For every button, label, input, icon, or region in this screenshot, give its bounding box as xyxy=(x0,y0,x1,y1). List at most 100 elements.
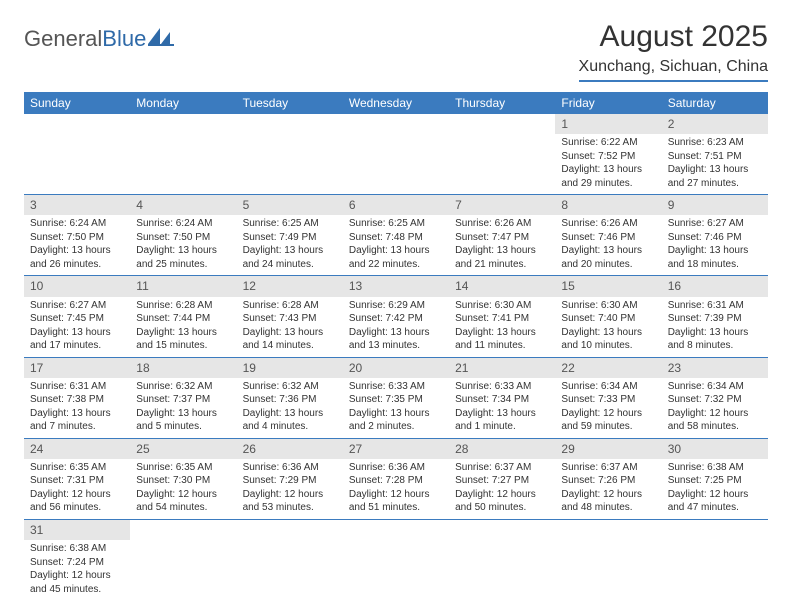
sunrise-line: Sunrise: 6:30 AM xyxy=(455,299,549,313)
day-details: Sunrise: 6:36 AMSunset: 7:28 PMDaylight:… xyxy=(343,459,449,519)
calendar-day-cell: 2Sunrise: 6:23 AMSunset: 7:51 PMDaylight… xyxy=(662,114,768,195)
day-number: 16 xyxy=(662,276,768,296)
daylight-line: Daylight: 13 hours and 24 minutes. xyxy=(243,244,337,271)
location-label: Xunchang, Sichuan, China xyxy=(579,58,768,82)
calendar-day-cell: 15Sunrise: 6:30 AMSunset: 7:40 PMDayligh… xyxy=(555,276,661,357)
sunrise-line: Sunrise: 6:37 AM xyxy=(561,461,655,475)
calendar-day-cell: 19Sunrise: 6:32 AMSunset: 7:36 PMDayligh… xyxy=(237,357,343,438)
daylight-line: Daylight: 13 hours and 11 minutes. xyxy=(455,326,549,353)
day-number: 3 xyxy=(24,195,130,215)
day-details: Sunrise: 6:36 AMSunset: 7:29 PMDaylight:… xyxy=(237,459,343,519)
calendar-day-cell: 26Sunrise: 6:36 AMSunset: 7:29 PMDayligh… xyxy=(237,438,343,519)
day-number: 14 xyxy=(449,276,555,296)
day-number: 6 xyxy=(343,195,449,215)
calendar-day-cell: 30Sunrise: 6:38 AMSunset: 7:25 PMDayligh… xyxy=(662,438,768,519)
sunrise-line: Sunrise: 6:31 AM xyxy=(30,380,124,394)
daylight-line: Daylight: 12 hours and 56 minutes. xyxy=(30,488,124,515)
day-details: Sunrise: 6:31 AMSunset: 7:38 PMDaylight:… xyxy=(24,378,130,438)
calendar-day-cell: 4Sunrise: 6:24 AMSunset: 7:50 PMDaylight… xyxy=(130,195,236,276)
sunset-line: Sunset: 7:42 PM xyxy=(349,312,443,326)
day-details: Sunrise: 6:35 AMSunset: 7:30 PMDaylight:… xyxy=(130,459,236,519)
day-details: Sunrise: 6:26 AMSunset: 7:47 PMDaylight:… xyxy=(449,215,555,275)
calendar-day-cell: 17Sunrise: 6:31 AMSunset: 7:38 PMDayligh… xyxy=(24,357,130,438)
calendar-week-row: 31Sunrise: 6:38 AMSunset: 7:24 PMDayligh… xyxy=(24,519,768,600)
daylight-line: Daylight: 12 hours and 54 minutes. xyxy=(136,488,230,515)
sunrise-line: Sunrise: 6:26 AM xyxy=(455,217,549,231)
calendar-week-row: 1Sunrise: 6:22 AMSunset: 7:52 PMDaylight… xyxy=(24,114,768,195)
calendar-day-cell: 27Sunrise: 6:36 AMSunset: 7:28 PMDayligh… xyxy=(343,438,449,519)
daylight-line: Daylight: 12 hours and 48 minutes. xyxy=(561,488,655,515)
calendar-day-cell xyxy=(237,519,343,600)
day-number: 27 xyxy=(343,439,449,459)
daylight-line: Daylight: 13 hours and 18 minutes. xyxy=(668,244,762,271)
day-details: Sunrise: 6:25 AMSunset: 7:48 PMDaylight:… xyxy=(343,215,449,275)
sunrise-line: Sunrise: 6:25 AM xyxy=(243,217,337,231)
calendar-day-cell xyxy=(343,114,449,195)
calendar-day-cell: 21Sunrise: 6:33 AMSunset: 7:34 PMDayligh… xyxy=(449,357,555,438)
sunrise-line: Sunrise: 6:36 AM xyxy=(243,461,337,475)
day-details: Sunrise: 6:27 AMSunset: 7:46 PMDaylight:… xyxy=(662,215,768,275)
day-number: 21 xyxy=(449,358,555,378)
daylight-line: Daylight: 13 hours and 13 minutes. xyxy=(349,326,443,353)
sunset-line: Sunset: 7:45 PM xyxy=(30,312,124,326)
daylight-line: Daylight: 13 hours and 22 minutes. xyxy=(349,244,443,271)
calendar-day-cell xyxy=(449,519,555,600)
daylight-line: Daylight: 13 hours and 20 minutes. xyxy=(561,244,655,271)
day-number: 19 xyxy=(237,358,343,378)
sunset-line: Sunset: 7:34 PM xyxy=(455,393,549,407)
day-number: 31 xyxy=(24,520,130,540)
day-details: Sunrise: 6:33 AMSunset: 7:35 PMDaylight:… xyxy=(343,378,449,438)
sunset-line: Sunset: 7:35 PM xyxy=(349,393,443,407)
day-details: Sunrise: 6:28 AMSunset: 7:43 PMDaylight:… xyxy=(237,297,343,357)
weekday-header: Tuesday xyxy=(237,92,343,114)
sunrise-line: Sunrise: 6:27 AM xyxy=(668,217,762,231)
calendar-day-cell: 31Sunrise: 6:38 AMSunset: 7:24 PMDayligh… xyxy=(24,519,130,600)
sunrise-line: Sunrise: 6:35 AM xyxy=(30,461,124,475)
calendar-day-cell: 28Sunrise: 6:37 AMSunset: 7:27 PMDayligh… xyxy=(449,438,555,519)
day-number: 25 xyxy=(130,439,236,459)
weekday-header: Wednesday xyxy=(343,92,449,114)
sunrise-line: Sunrise: 6:38 AM xyxy=(30,542,124,556)
sunrise-line: Sunrise: 6:34 AM xyxy=(561,380,655,394)
sunset-line: Sunset: 7:37 PM xyxy=(136,393,230,407)
sunrise-line: Sunrise: 6:24 AM xyxy=(30,217,124,231)
calendar-day-cell: 29Sunrise: 6:37 AMSunset: 7:26 PMDayligh… xyxy=(555,438,661,519)
calendar-header-row: Sunday Monday Tuesday Wednesday Thursday… xyxy=(24,92,768,114)
day-number: 24 xyxy=(24,439,130,459)
logo: GeneralBlue xyxy=(24,20,174,52)
day-details: Sunrise: 6:25 AMSunset: 7:49 PMDaylight:… xyxy=(237,215,343,275)
calendar-day-cell: 13Sunrise: 6:29 AMSunset: 7:42 PMDayligh… xyxy=(343,276,449,357)
daylight-line: Daylight: 13 hours and 15 minutes. xyxy=(136,326,230,353)
sunrise-line: Sunrise: 6:32 AM xyxy=(136,380,230,394)
sunset-line: Sunset: 7:52 PM xyxy=(561,150,655,164)
daylight-line: Daylight: 13 hours and 21 minutes. xyxy=(455,244,549,271)
daylight-line: Daylight: 13 hours and 10 minutes. xyxy=(561,326,655,353)
day-details: Sunrise: 6:26 AMSunset: 7:46 PMDaylight:… xyxy=(555,215,661,275)
sunrise-line: Sunrise: 6:27 AM xyxy=(30,299,124,313)
day-details: Sunrise: 6:34 AMSunset: 7:33 PMDaylight:… xyxy=(555,378,661,438)
calendar-day-cell: 16Sunrise: 6:31 AMSunset: 7:39 PMDayligh… xyxy=(662,276,768,357)
day-number: 9 xyxy=(662,195,768,215)
day-number: 1 xyxy=(555,114,661,134)
day-details: Sunrise: 6:27 AMSunset: 7:45 PMDaylight:… xyxy=(24,297,130,357)
calendar-day-cell: 1Sunrise: 6:22 AMSunset: 7:52 PMDaylight… xyxy=(555,114,661,195)
sunset-line: Sunset: 7:36 PM xyxy=(243,393,337,407)
sunrise-line: Sunrise: 6:33 AM xyxy=(455,380,549,394)
sunrise-line: Sunrise: 6:32 AM xyxy=(243,380,337,394)
daylight-line: Daylight: 12 hours and 47 minutes. xyxy=(668,488,762,515)
day-number: 18 xyxy=(130,358,236,378)
sunrise-line: Sunrise: 6:33 AM xyxy=(349,380,443,394)
calendar-day-cell: 14 Sunrise: 6:30 AMSunset: 7:41 PMDayligh… xyxy=(449,276,555,357)
daylight-line: Daylight: 12 hours and 50 minutes. xyxy=(455,488,549,515)
logo-sail-icon xyxy=(148,26,174,52)
daylight-line: Daylight: 13 hours and 17 minutes. xyxy=(30,326,124,353)
day-details: Sunrise: 6:30 AMSunset: 7:40 PMDaylight:… xyxy=(555,297,661,357)
sunset-line: Sunset: 7:41 PM xyxy=(455,312,549,326)
sunset-line: Sunset: 7:46 PM xyxy=(561,231,655,245)
calendar-day-cell: 23Sunrise: 6:34 AMSunset: 7:32 PMDayligh… xyxy=(662,357,768,438)
daylight-line: Daylight: 13 hours and 7 minutes. xyxy=(30,407,124,434)
daylight-line: Daylight: 13 hours and 29 minutes. xyxy=(561,163,655,190)
sunrise-line: Sunrise: 6:35 AM xyxy=(136,461,230,475)
day-number: 28 xyxy=(449,439,555,459)
sunset-line: Sunset: 7:26 PM xyxy=(561,474,655,488)
